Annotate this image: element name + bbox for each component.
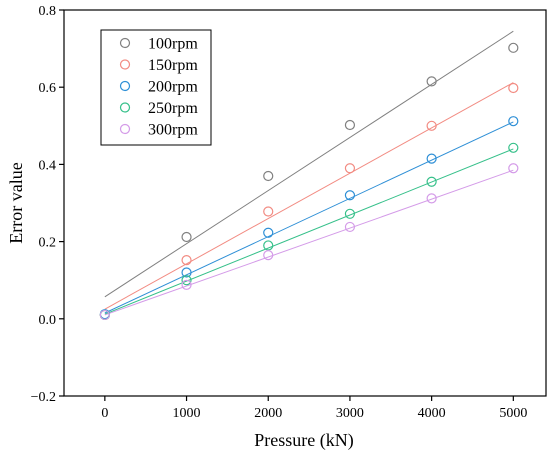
fit-line-150rpm [104, 82, 514, 310]
y-axis-title: Error value [6, 162, 26, 243]
legend-label-100rpm: 100rpm [148, 36, 198, 53]
point-150rpm [344, 163, 356, 174]
legend-label-250rpm: 250rpm [148, 100, 198, 117]
legend: 100rpm 150rpm 200rpm 250rpm 300rpm [100, 29, 212, 146]
x-axis-title: Pressure (kN) [254, 430, 353, 451]
y-tick-label: 0.0 [39, 313, 57, 328]
point-100rpm [426, 76, 437, 87]
y-tick-label: 0.4 [39, 158, 57, 173]
x-tick-label: 0 [101, 406, 108, 421]
x-tick-label: 1000 [173, 406, 201, 421]
point-250rpm [344, 208, 356, 219]
y-tick-label: −0.2 [31, 390, 56, 405]
point-250rpm [508, 142, 519, 153]
point-300rpm [263, 250, 274, 261]
legend-label-150rpm: 150rpm [148, 57, 198, 74]
point-100rpm [181, 231, 192, 243]
x-tick-label: 2000 [254, 406, 282, 421]
point-300rpm [181, 279, 192, 290]
y-tick-label: 0.8 [39, 4, 57, 19]
point-150rpm [181, 255, 192, 266]
point-100rpm [344, 119, 356, 131]
point-200rpm [508, 116, 519, 127]
legend-marker-300rpm [119, 123, 131, 135]
point-200rpm [344, 190, 356, 201]
point-250rpm [181, 275, 192, 286]
point-300rpm [99, 309, 110, 321]
point-200rpm [181, 267, 192, 278]
legend-marker-200rpm [119, 80, 131, 92]
point-250rpm [426, 176, 437, 187]
legend-marker-150rpm [119, 59, 131, 70]
point-300rpm [426, 193, 437, 204]
y-tick-label: 0.2 [39, 236, 57, 251]
x-tick-label: 4000 [418, 406, 446, 421]
y-tick-label: 0.6 [39, 81, 57, 96]
point-200rpm [263, 227, 274, 238]
legend-label-300rpm: 300rpm [148, 122, 198, 139]
fit-line-100rpm [104, 30, 514, 298]
point-150rpm [508, 82, 519, 94]
x-tick-label: 3000 [336, 406, 364, 421]
point-100rpm [263, 170, 274, 182]
fit-line-300rpm [104, 169, 514, 316]
point-300rpm [508, 163, 519, 174]
point-150rpm [426, 120, 437, 131]
legend-box [100, 29, 212, 146]
legend-marker-250rpm [119, 102, 131, 113]
plot-area [63, 9, 547, 397]
x-tick-label: 5000 [499, 406, 527, 421]
fit-line-250rpm [104, 148, 514, 315]
point-250rpm [263, 240, 274, 251]
point-300rpm [344, 221, 356, 233]
fit-line-200rpm [104, 121, 514, 314]
legend-marker-100rpm [119, 37, 131, 49]
point-200rpm [426, 153, 437, 164]
legend-label-200rpm: 200rpm [148, 79, 198, 96]
point-150rpm [263, 206, 274, 217]
point-100rpm [508, 42, 519, 53]
